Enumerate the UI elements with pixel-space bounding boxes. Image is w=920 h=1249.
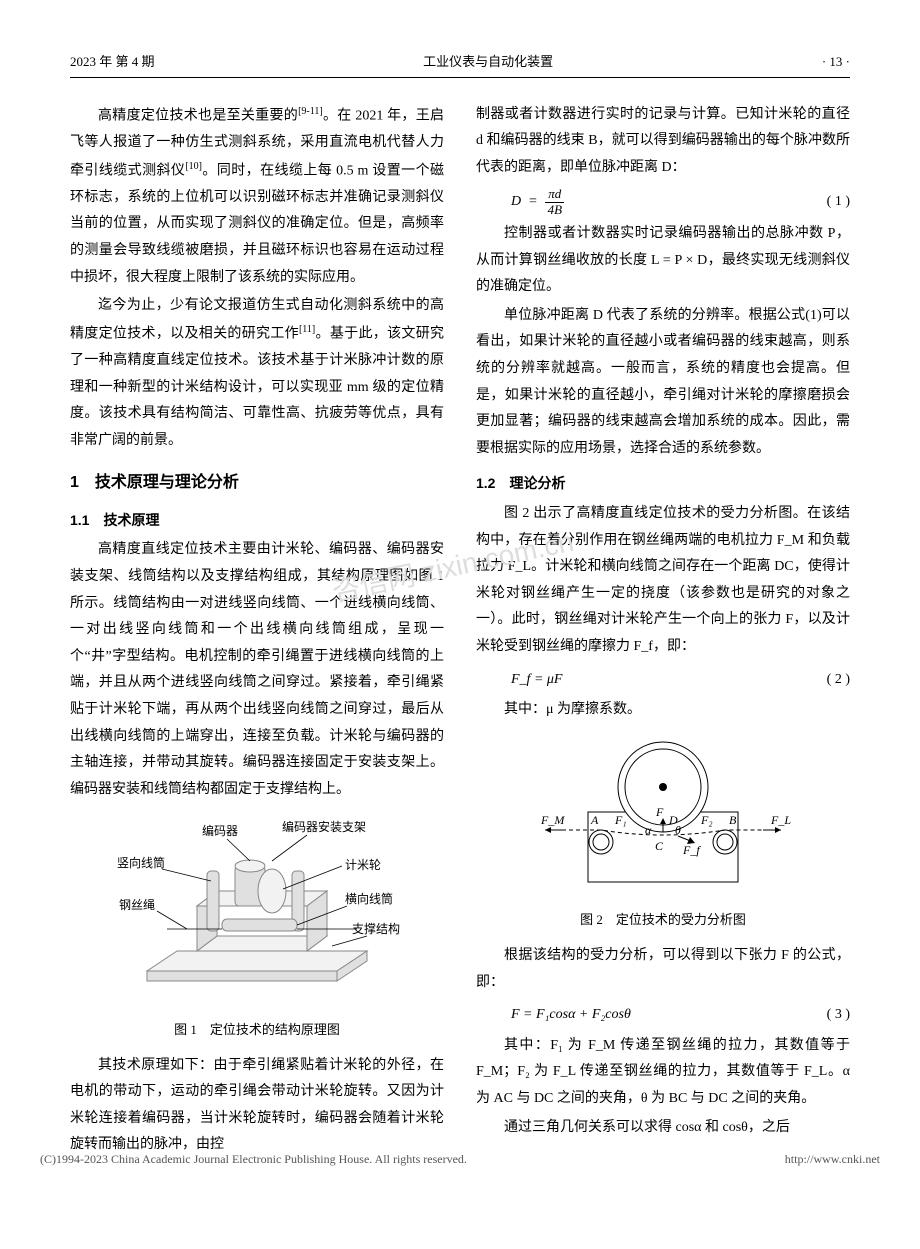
figure-2-caption: 图 2 定位技术的受力分析图 [476, 908, 850, 933]
subsection-heading: 1.2 理论分析 [476, 470, 850, 497]
lbl: B [729, 813, 737, 827]
lbl: F_M [540, 813, 565, 827]
section-heading: 1 技术原理与理论分析 [70, 468, 444, 498]
para: 其技术原理如下：由于牵引绳紧贴着计米轮的外径，在电机的带动下，运动的牵引绳会带动… [70, 1053, 444, 1159]
para: 其中：F₁ 为 F_M 传递至钢丝绳的拉力，其数值等于 F_M；F₂ 为 F_L… [476, 1033, 850, 1113]
para: 通过三角几何关系可以求得 cosα 和 cosθ，之后 [476, 1115, 850, 1142]
equation-2: F_f = μF ( 2 ) [476, 663, 850, 698]
text: 。同时，在线缆上每 0.5 m 设置一个磁环标志，系统的上位机可以识别磁环标志并… [70, 163, 444, 284]
lbl: F₁ [614, 813, 627, 827]
right-column: 制器或者计数器进行实时的记录与计算。已知计米轮的直径 d 和编码器的线束 B，就… [476, 102, 850, 1161]
text: 高精度定位技术也是至关重要的 [98, 108, 298, 123]
header-issue: 2023 年 第 4 期 [70, 50, 155, 75]
lbl: A [590, 813, 599, 827]
label-wire: 钢丝绳 [119, 898, 155, 912]
eq-number: ( 1 ) [827, 189, 850, 216]
label-support: 支撑结构 [352, 921, 400, 936]
footer-url: http://www.cnki.net [785, 1148, 880, 1171]
content-columns: 高精度定位技术也是至关重要的[9-11]。在 2021 年，王启飞等人报道了一种… [70, 102, 850, 1161]
footer-copyright: (C)1994-2023 China Academic Journal Elec… [40, 1148, 467, 1171]
para: 控制器或者计数器实时记录编码器输出的总脉冲数 P，从而计算钢丝绳收放的长度 L … [476, 221, 850, 301]
para: 高精度定位技术也是至关重要的[9-11]。在 2021 年，王启飞等人报道了一种… [70, 102, 444, 291]
lbl: C [655, 839, 664, 853]
eq-body: F_f = μF [511, 667, 562, 694]
eq-num: πd [545, 187, 564, 202]
para: 高精度直线定位技术主要由计米轮、编码器、编码器安装支架、线筒结构以及支撑结构组成… [70, 537, 444, 803]
label-wheel: 计米轮 [345, 858, 381, 872]
figure-1-caption: 图 1 定位技术的结构原理图 [70, 1018, 444, 1043]
para: 图 2 出示了高精度直线定位技术的受力分析图。在该结构中，存在着分别作用在钢丝绳… [476, 501, 850, 661]
eq-number: ( 2 ) [827, 667, 850, 694]
label-bracket: 编码器安装支架 [282, 819, 366, 834]
page-footer: (C)1994-2023 China Academic Journal Elec… [40, 1148, 880, 1171]
citation: [10] [185, 161, 202, 172]
label-encoder: 编码器 [202, 823, 238, 838]
eq-den: 4B [545, 203, 565, 217]
eq-body: F = F₁cosα + F₂cosθ [511, 1002, 631, 1029]
para: 根据该结构的受力分析，可以得到以下张力 F 的公式，即： [476, 943, 850, 996]
para: 迄今为止，少有论文报道仿生式自动化测斜系统中的高精度定位技术，以及相关的研究工作… [70, 293, 444, 454]
header-journal: 工业仪表与自动化装置 [423, 50, 553, 75]
para: 单位脉冲距离 D 代表了系统的分辨率。根据公式(1)可以看出，如果计米轮的直径越… [476, 303, 850, 463]
figure-1: 编码器 编码器安装支架 计米轮 横向线筒 竖向线筒 钢丝绳 支撑结构 [70, 811, 444, 1012]
eq-lhs: D [511, 194, 521, 209]
para: 其中：μ 为摩擦系数。 [476, 697, 850, 724]
left-column: 高精度定位技术也是至关重要的[9-11]。在 2021 年，王启飞等人报道了一种… [70, 102, 444, 1161]
figure-2: F_M A F₁ F D α θ F₂ B F_L C F_f [476, 732, 850, 903]
lbl: α [645, 823, 652, 837]
equation-1: D = πd 4B ( 1 ) [476, 183, 850, 221]
lbl: F [655, 805, 664, 819]
para: 制器或者计数器进行实时的记录与计算。已知计米轮的直径 d 和编码器的线束 B，就… [476, 102, 850, 182]
lbl: F_L [770, 813, 791, 827]
citation: [9-11] [298, 106, 323, 117]
lbl: F₂ [700, 813, 713, 827]
figure-1-svg: 编码器 编码器安装支架 计米轮 横向线筒 竖向线筒 钢丝绳 支撑结构 [107, 811, 407, 1001]
lbl: θ [675, 823, 681, 837]
page-header: 2023 年 第 4 期 工业仪表与自动化装置 · 13 · [70, 50, 850, 78]
citation: [11] [299, 324, 315, 335]
label-hdrum: 横向线筒 [345, 891, 393, 906]
lbl: F_f [682, 843, 701, 857]
equation-3: F = F₁cosα + F₂cosθ ( 3 ) [476, 998, 850, 1033]
figure-2-svg: F_M A F₁ F D α θ F₂ B F_L C F_f [533, 732, 793, 892]
label-vdrum: 竖向线筒 [117, 855, 165, 870]
text: 。基于此，该文研究了一种高精度直线定位技术。该技术基于计米脉冲计数的原理和一种新… [70, 326, 444, 447]
subsection-heading: 1.1 技术原理 [70, 507, 444, 534]
header-page: · 13 · [822, 50, 850, 75]
eq-number: ( 3 ) [827, 1002, 850, 1029]
